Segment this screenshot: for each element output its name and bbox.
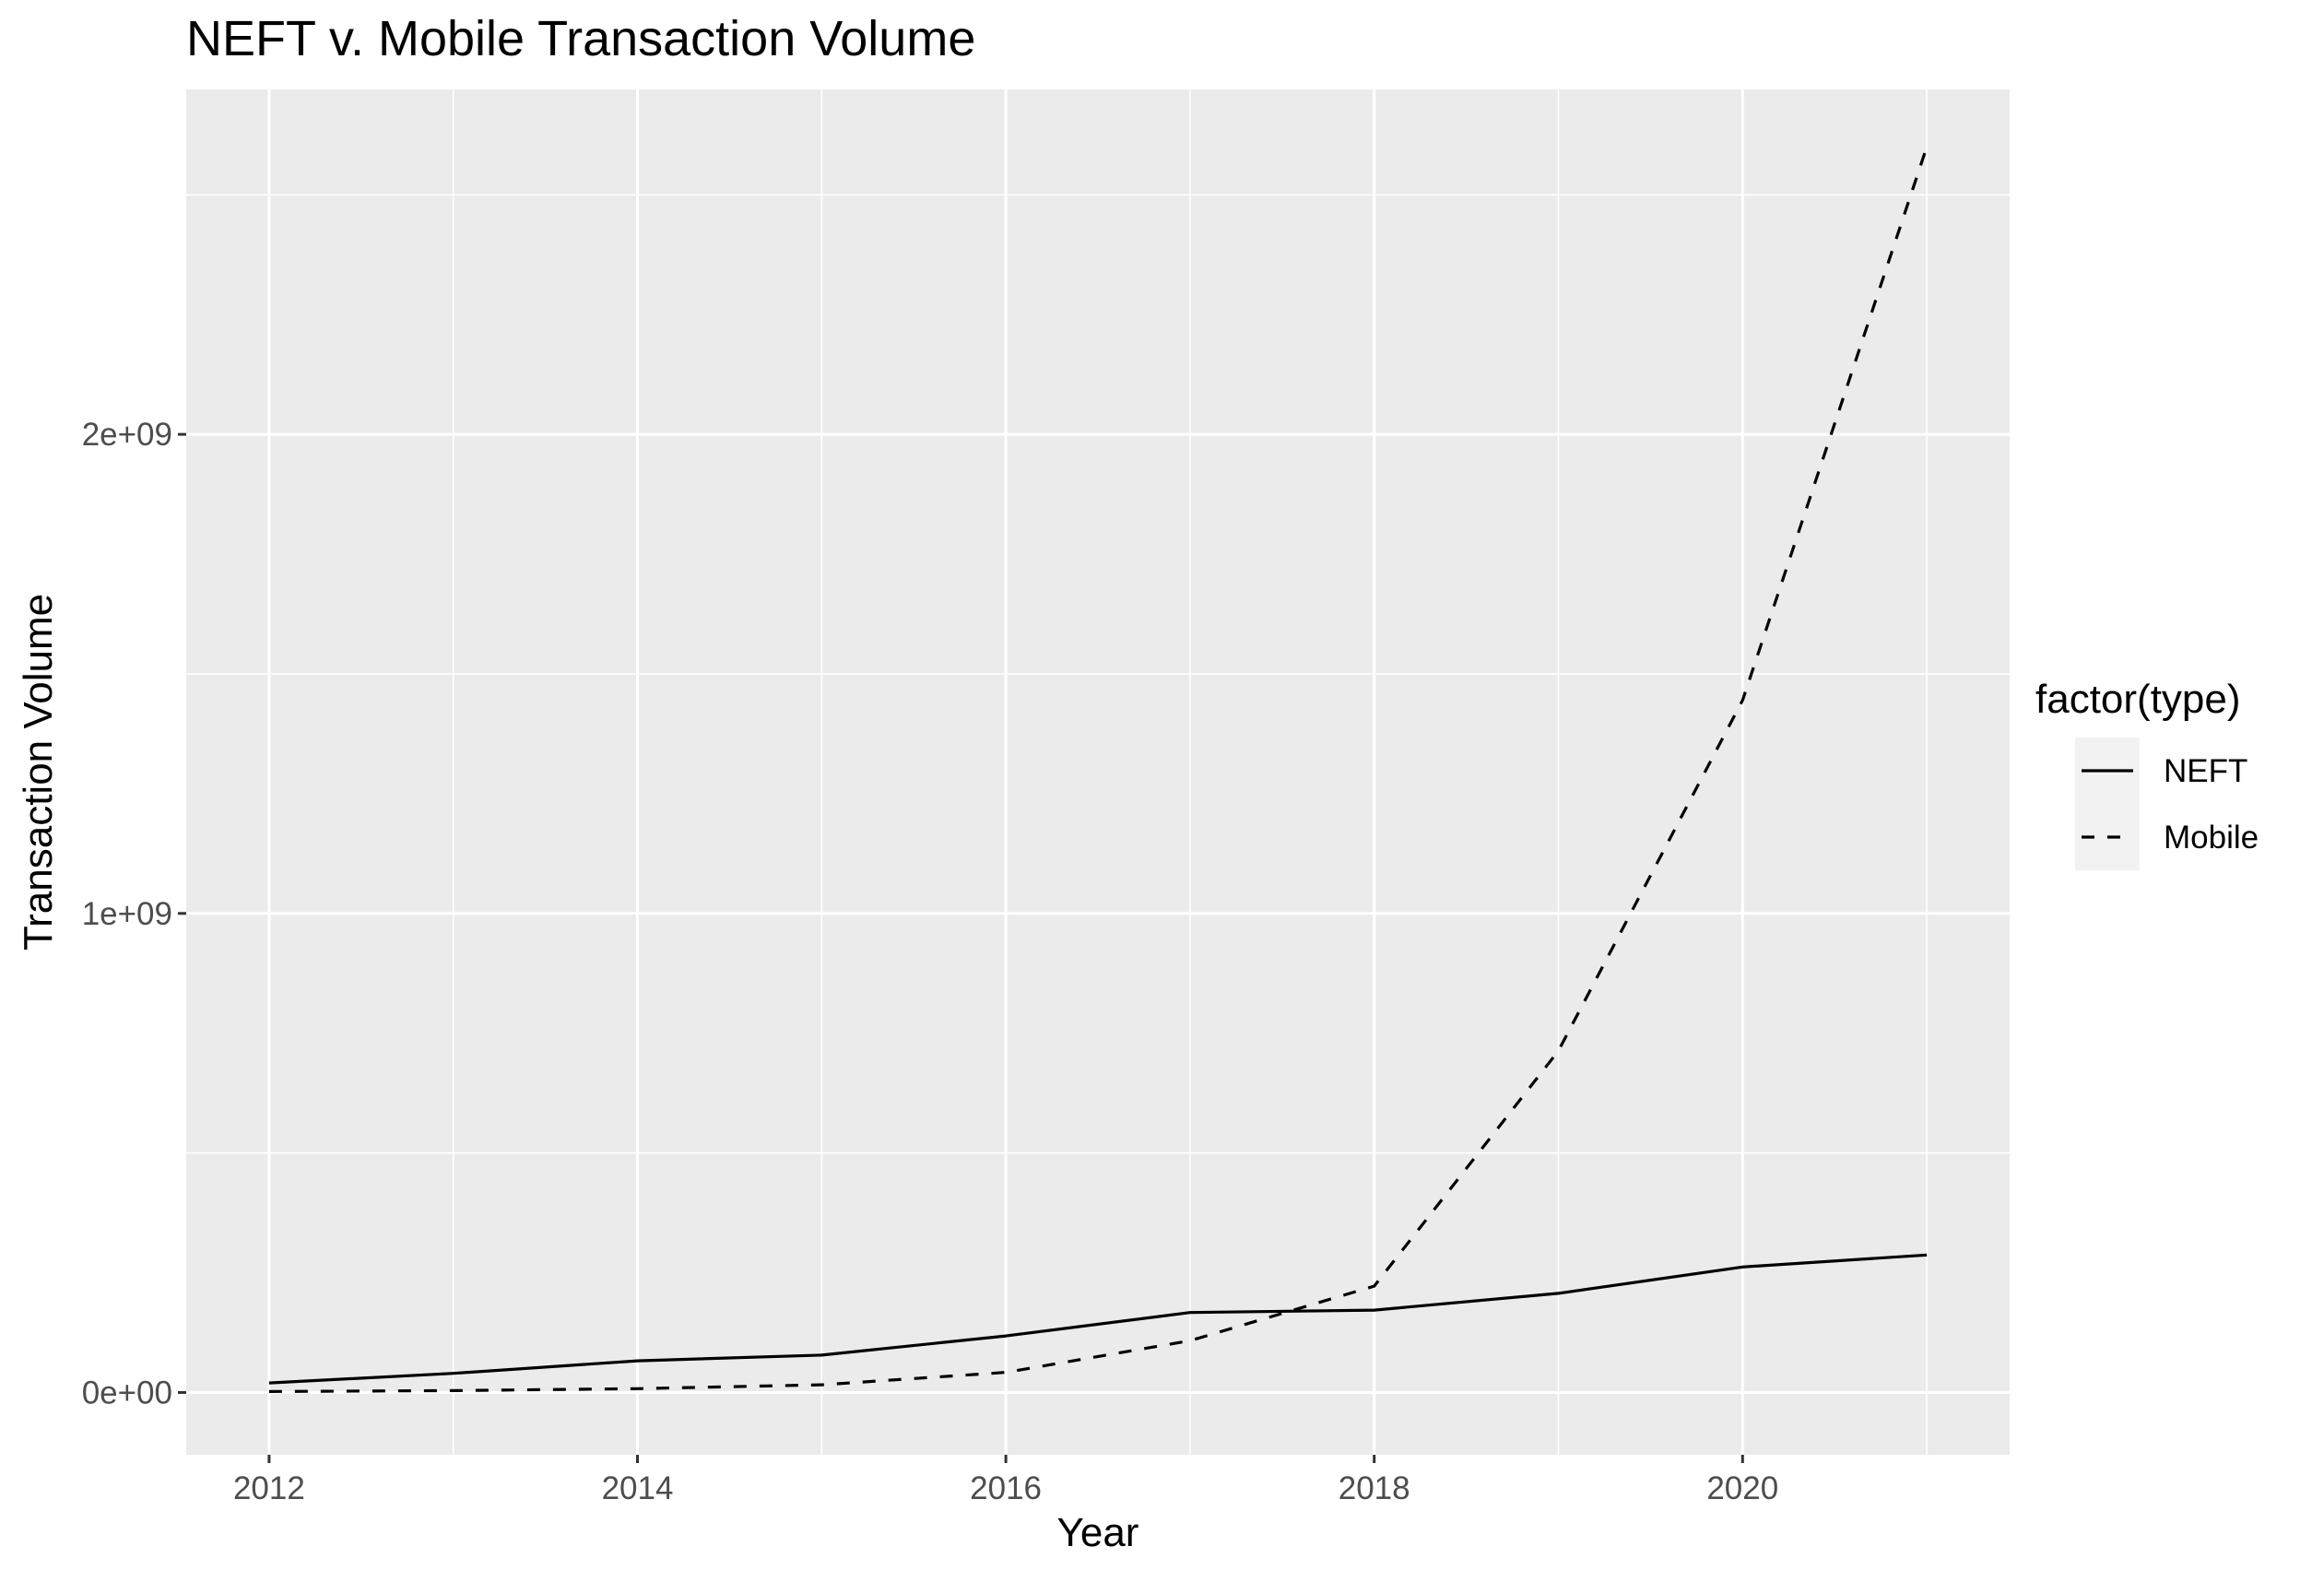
legend-label: Mobile xyxy=(2164,820,2259,856)
y-tick-label: 1e+09 xyxy=(82,896,172,932)
series-lines xyxy=(268,146,1929,1394)
grid-minor xyxy=(186,89,2010,1455)
series-line-mobile xyxy=(268,146,1929,1394)
x-tick-label: 2018 xyxy=(1339,1470,1410,1506)
x-tick-label: 2020 xyxy=(1706,1470,1778,1506)
x-axis: 2012 2014 2016 2018 2020 xyxy=(233,1455,1778,1506)
series-line-neft xyxy=(268,1253,1928,1385)
x-tick-label: 2012 xyxy=(233,1470,305,1506)
y-tick-label: 0e+00 xyxy=(82,1375,172,1411)
x-tick-label: 2014 xyxy=(602,1470,674,1506)
plot-panel xyxy=(186,89,2010,1455)
y-axis: 0e+00 1e+09 2e+09 xyxy=(82,417,186,1411)
y-axis-title: Transaction Volume xyxy=(16,594,61,950)
grid-major xyxy=(186,89,2010,1455)
y-tick-label: 2e+09 xyxy=(82,417,172,453)
legend-label: NEFT xyxy=(2164,753,2247,789)
x-tick-label: 2016 xyxy=(970,1470,1042,1506)
legend-title: factor(type) xyxy=(2035,677,2241,722)
chart-title: NEFT v. Mobile Transaction Volume xyxy=(186,11,975,66)
x-axis-title: Year xyxy=(1057,1510,1139,1555)
legend: factor(type) NEFT Mobile xyxy=(2035,677,2259,870)
